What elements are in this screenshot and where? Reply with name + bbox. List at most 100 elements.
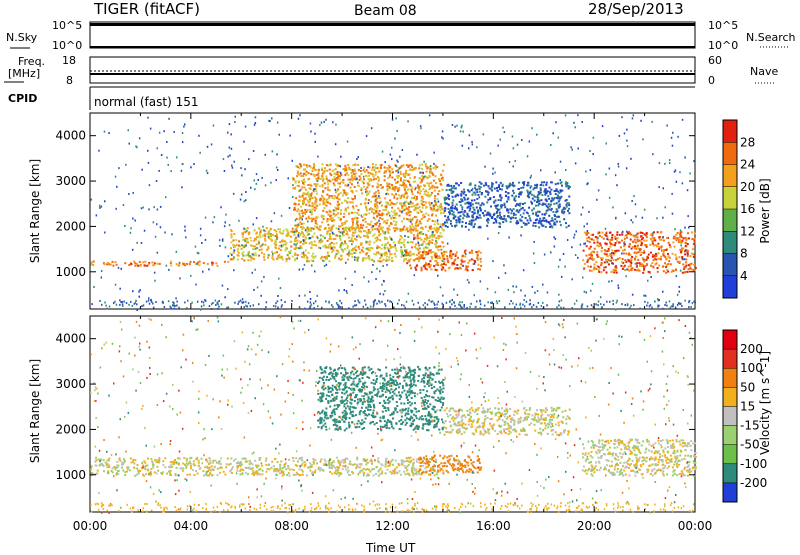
power-ground-mark: [373, 302, 375, 304]
power-mark: [389, 229, 391, 231]
power-mark: [332, 179, 334, 181]
power-noise-mark: [419, 232, 421, 234]
power-noise-mark: [335, 189, 337, 191]
power-mark: [479, 214, 481, 216]
power-mark: [318, 247, 320, 249]
power-ground-mark: [209, 305, 211, 307]
power-mark: [342, 179, 344, 181]
power-noise-mark: [509, 216, 511, 218]
power-mark: [305, 237, 307, 239]
power-ground-mark: [168, 300, 170, 302]
power-mark: [434, 221, 436, 223]
power-noise-mark: [647, 302, 649, 304]
power-ground-mark: [469, 306, 471, 308]
power-mark: [518, 188, 520, 190]
velocity-mark: [217, 474, 219, 476]
power-noise-mark: [245, 126, 247, 128]
power-mark: [344, 200, 346, 202]
power-mark: [489, 187, 491, 189]
power-mark: [427, 177, 429, 179]
power-noise-mark: [252, 272, 254, 274]
velocity-mark: [179, 458, 181, 460]
power-ground-mark: [331, 304, 333, 306]
power-mark: [369, 243, 371, 245]
power-mark: [366, 226, 368, 228]
power-mark: [435, 215, 437, 217]
power-mark: [591, 256, 593, 258]
power-ground-mark: [373, 306, 375, 308]
power-noise-mark: [104, 131, 106, 133]
power-mark: [554, 215, 556, 217]
power-noise-mark: [487, 238, 489, 240]
power-mark: [559, 221, 561, 223]
power-mark: [692, 269, 694, 271]
velocity-mark: [409, 474, 411, 476]
power-ground-mark: [201, 305, 203, 307]
power-mark: [554, 222, 556, 224]
power-mark: [412, 202, 414, 204]
power-mark: [672, 241, 674, 243]
power-mark: [433, 227, 435, 229]
velocity-mark: [236, 462, 238, 464]
power-mark: [477, 211, 479, 213]
power-noise-mark: [571, 278, 573, 280]
power-mark: [460, 215, 462, 217]
power-mark: [303, 257, 305, 259]
power-mark: [438, 190, 440, 192]
power-noise-mark: [410, 201, 412, 203]
power-mark: [133, 261, 135, 263]
power-mark: [303, 234, 305, 236]
power-noise-mark: [320, 247, 322, 249]
power-mark: [428, 244, 430, 246]
power-mark: [611, 250, 613, 252]
power-mark: [276, 238, 278, 240]
power-mark: [435, 166, 437, 168]
power-mark: [430, 264, 432, 266]
power-noise-mark: [550, 144, 552, 146]
velocity-mark: [224, 474, 226, 476]
power-ground-mark: [313, 307, 315, 309]
velocity-mark: [152, 464, 154, 466]
power-noise-mark: [310, 237, 312, 239]
power-mark: [453, 214, 455, 216]
power-mark: [401, 220, 403, 222]
power-ground-mark: [672, 303, 674, 305]
power-ground-mark: [185, 308, 187, 310]
power-mark: [379, 260, 381, 262]
power-mark: [322, 163, 324, 165]
power-mark: [377, 186, 379, 188]
power-mark: [528, 215, 530, 217]
power-noise-mark: [512, 136, 514, 138]
power-mark: [300, 226, 302, 228]
power-mark: [112, 265, 114, 267]
power-noise-mark: [271, 220, 273, 222]
power-mark: [407, 211, 409, 213]
power-mark: [685, 259, 687, 261]
power-noise-mark: [277, 169, 279, 171]
power-mark: [529, 192, 531, 194]
power-mark: [549, 187, 551, 189]
velocity-mark: [323, 470, 325, 472]
power-mark: [326, 220, 328, 222]
power-mark: [381, 228, 383, 230]
power-mark: [326, 164, 328, 166]
power-mark: [362, 219, 364, 221]
power-mark: [270, 228, 272, 230]
power-noise-mark: [513, 291, 515, 293]
power-mark: [368, 184, 370, 186]
power-mark: [688, 237, 690, 239]
power-noise-mark: [176, 251, 178, 253]
power-noise-mark: [222, 240, 224, 242]
power-mark: [527, 219, 529, 221]
power-mark: [310, 247, 312, 249]
power-mark: [273, 234, 275, 236]
power-noise-mark: [298, 118, 300, 120]
power-mark: [443, 246, 445, 248]
power-mark: [379, 239, 381, 241]
power-ground-mark: [672, 305, 674, 307]
velocity-mark: [147, 469, 149, 471]
power-noise-mark: [371, 127, 373, 129]
velocity-mark: [329, 466, 331, 468]
velocity-mark: [152, 466, 154, 468]
power-noise-mark: [462, 145, 464, 147]
